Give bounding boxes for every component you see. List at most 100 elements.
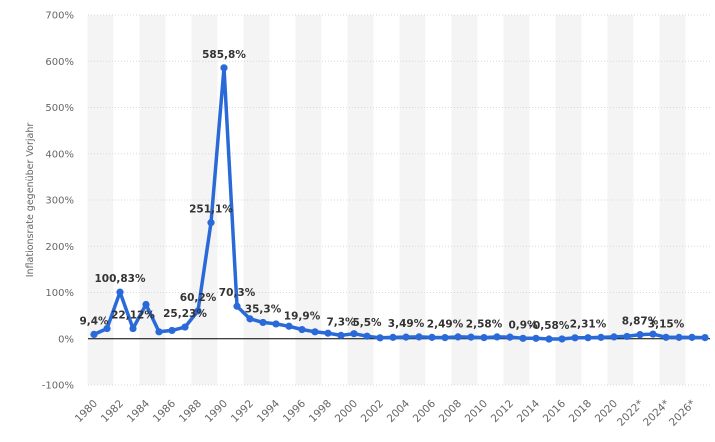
data-point[interactable] (454, 333, 462, 341)
data-point[interactable] (506, 333, 514, 341)
data-point[interactable] (467, 333, 475, 341)
y-tick-label: 500% (45, 103, 74, 114)
data-point[interactable] (389, 333, 397, 341)
data-point[interactable] (298, 325, 306, 334)
data-label: -0,58% (529, 320, 570, 332)
data-label: 7,3% (326, 316, 356, 328)
alternating-column-bands (87, 15, 686, 385)
x-tick-label: 2008 (437, 398, 464, 425)
data-point[interactable] (103, 324, 111, 333)
y-tick-label: 100% (45, 288, 74, 299)
data-point[interactable] (532, 334, 540, 342)
x-tick-label: 1988 (177, 398, 204, 425)
column-band (659, 15, 686, 385)
data-label: 2,49% (427, 319, 464, 331)
data-point[interactable] (90, 330, 98, 339)
x-tick-label: 1984 (125, 397, 153, 425)
data-point[interactable] (623, 332, 631, 341)
data-label: 8,87% (622, 316, 659, 328)
data-label: 251,1% (189, 204, 233, 216)
y-axis-ticks: -100% 0% 100% 200% 300% 400% 500% 600% 700% (42, 11, 74, 392)
data-point[interactable] (675, 333, 683, 341)
y-tick-label: 700% (45, 11, 74, 22)
data-point[interactable] (246, 315, 254, 323)
data-point[interactable] (428, 333, 436, 341)
data-point[interactable] (259, 318, 267, 327)
y-tick-label: 600% (45, 57, 74, 68)
data-point[interactable] (233, 302, 241, 310)
data-label: 0,9% (508, 319, 538, 331)
x-tick-label: 1998 (307, 398, 334, 425)
data-point[interactable] (558, 335, 566, 343)
data-label: 35,3% (245, 303, 282, 315)
y-tick-label: -100% (42, 381, 74, 392)
data-point[interactable] (311, 328, 319, 336)
data-point[interactable] (571, 334, 579, 342)
x-tick-label: 1994 (255, 397, 283, 425)
x-tick-label: 2002 (359, 398, 386, 425)
data-label: 60,2% (180, 292, 217, 304)
data-point[interactable] (441, 333, 449, 342)
x-tick-label: 2010 (463, 398, 490, 425)
data-label: 5,5% (352, 317, 382, 329)
data-point[interactable] (363, 332, 371, 340)
data-point[interactable] (129, 324, 137, 333)
data-point[interactable] (584, 334, 592, 342)
column-band (503, 15, 530, 385)
column-band (139, 15, 166, 385)
x-tick-label: 2016 (541, 397, 569, 425)
data-point[interactable] (701, 333, 709, 342)
data-point[interactable] (272, 320, 280, 328)
data-label: 585,8% (202, 49, 246, 61)
data-point[interactable] (480, 333, 488, 342)
data-point[interactable] (207, 219, 215, 227)
data-label: 19,9% (284, 311, 321, 323)
y-tick-label: 200% (45, 242, 74, 253)
data-point[interactable] (220, 64, 228, 72)
data-point[interactable] (636, 331, 644, 339)
column-band (607, 15, 634, 385)
data-point[interactable] (142, 300, 150, 309)
data-point[interactable] (285, 322, 293, 330)
data-point[interactable] (155, 328, 163, 336)
data-point[interactable] (116, 288, 124, 296)
x-tick-label: 2004 (385, 397, 413, 425)
data-point[interactable] (181, 323, 189, 331)
data-label: 25,23% (163, 308, 207, 320)
data-point[interactable] (350, 330, 358, 338)
data-point[interactable] (168, 326, 176, 335)
data-point[interactable] (402, 333, 410, 341)
data-point[interactable] (194, 307, 202, 315)
x-tick-label: 2012 (489, 398, 516, 425)
data-point[interactable] (545, 335, 553, 343)
y-tick-label: 300% (45, 196, 74, 207)
column-band (347, 15, 374, 385)
x-tick-label: 2000 (333, 398, 360, 425)
data-label: 3,49% (388, 318, 425, 330)
data-point[interactable] (376, 334, 384, 342)
y-tick-label: 0% (58, 334, 74, 345)
data-point[interactable] (493, 333, 501, 341)
data-point[interactable] (337, 331, 345, 339)
data-point[interactable] (324, 329, 332, 337)
data-point[interactable] (597, 333, 605, 341)
data-point[interactable] (649, 330, 657, 338)
x-tick-label: 1980 (73, 398, 100, 425)
data-point[interactable] (662, 333, 670, 341)
x-tick-label: 2024* (641, 398, 672, 429)
x-tick-label: 2006 (411, 397, 439, 425)
data-label: 2,58% (466, 319, 503, 331)
data-point[interactable] (610, 333, 618, 341)
column-band (295, 15, 322, 385)
x-tick-label: 2018 (567, 398, 594, 425)
y-tick-label: 400% (45, 149, 74, 160)
x-tick-label: 2022* (615, 398, 646, 429)
column-band (451, 15, 478, 385)
x-tick-label: 2014 (515, 397, 543, 425)
data-point[interactable] (688, 333, 696, 341)
data-point[interactable] (415, 333, 423, 341)
x-tick-label: 1982 (99, 398, 126, 425)
data-point[interactable] (519, 334, 527, 342)
data-label: 22,12% (111, 310, 155, 322)
